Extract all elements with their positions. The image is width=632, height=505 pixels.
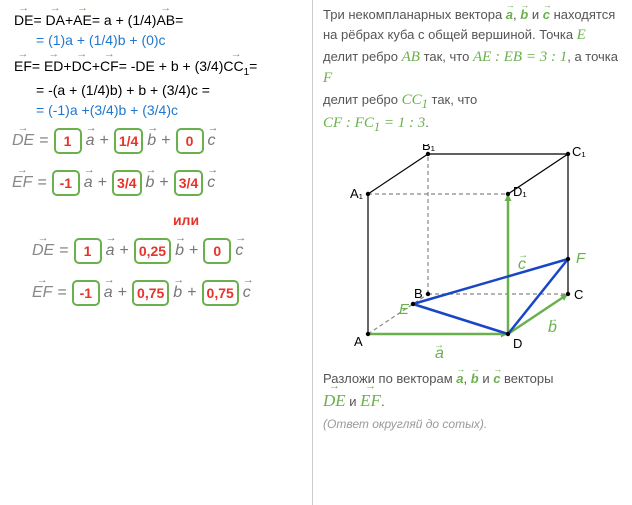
vec-EF-task: EF	[360, 389, 381, 414]
vec-b-icon: b	[520, 7, 528, 22]
box-ef-c2[interactable]: 0,75	[202, 280, 239, 306]
vec-CF: CF	[100, 58, 119, 74]
vec-DE: DE	[14, 12, 33, 28]
or-label: или	[68, 212, 304, 228]
svg-text:a: a	[435, 345, 444, 362]
answer-ef-frac: EF = -1 a + 3/4 b + 3/4 c	[12, 170, 304, 196]
eq1-line2: = (1)a + (1/4)b + (0)c	[14, 32, 304, 48]
svg-text:D₁: D₁	[513, 184, 527, 199]
box-ef-a[interactable]: -1	[52, 170, 80, 196]
answer-ef-dec: EF = -1 a + 0,75 b + 0,75 c	[32, 280, 304, 306]
svg-text:C: C	[574, 287, 583, 302]
vec-ED: ED	[44, 58, 63, 74]
svg-text:C₁: C₁	[572, 144, 586, 159]
eq1-line1: DE= DA+AE= a + (1/4)AB=	[14, 12, 304, 28]
vec-AB: AB	[156, 12, 175, 28]
box-de-b2[interactable]: 0,25	[134, 238, 171, 264]
box-de-c2[interactable]: 0	[203, 238, 231, 264]
vec-a-icon: a	[506, 7, 513, 22]
box-de-b[interactable]: 1/4	[114, 128, 143, 154]
box-ef-c[interactable]: 3/4	[174, 170, 203, 196]
eq2-line1: EF= ED+DC+CF= -DE + b + (3/4)CC1=	[14, 58, 304, 78]
svg-text:c: c	[518, 256, 526, 273]
box-ef-b2[interactable]: 0,75	[132, 280, 169, 306]
cube-diagram: ADBCA₁D₁B₁C₁EF→a→b→c	[338, 144, 608, 364]
vec-CC1: CC1	[223, 58, 249, 78]
task-text: Разложи по векторам a, b и c векторы DE …	[323, 370, 622, 413]
rounding-note: (Ответ округляй до сотых).	[323, 416, 622, 433]
svg-text:B₁: B₁	[422, 144, 436, 153]
svg-text:F: F	[576, 250, 586, 267]
answer-de-dec: DE = 1 a + 0,25 b + 0 c	[32, 238, 304, 264]
vec-DA: DA	[46, 12, 65, 28]
box-ef-b[interactable]: 3/4	[112, 170, 141, 196]
basis-a: a	[86, 132, 95, 150]
basis-b: b	[147, 132, 156, 150]
eq2-line3: = (-1)a +(3/4)b + (3/4)c	[14, 102, 304, 118]
svg-text:b: b	[548, 319, 557, 336]
svg-text:D: D	[513, 336, 522, 351]
vec-EF: EF	[14, 58, 32, 74]
eq2-line2: = -(a + (1/4)b) + b + (3/4)c =	[14, 82, 304, 98]
basis-c: c	[208, 132, 216, 150]
box-de-a[interactable]: 1	[54, 128, 82, 154]
vec-AE: AE	[73, 12, 92, 28]
label-DE: DE	[12, 132, 34, 150]
vec-DE-task: DE	[323, 389, 346, 414]
label-EF: EF	[12, 174, 32, 192]
vec-c-icon: c	[543, 7, 550, 22]
svg-text:E: E	[399, 301, 410, 318]
svg-text:A: A	[354, 334, 363, 349]
problem-text: Три некомпланарных вектора a, b и c нахо…	[323, 6, 622, 136]
vec-DC: DC	[72, 58, 92, 74]
box-de-a2[interactable]: 1	[74, 238, 102, 264]
svg-text:A₁: A₁	[350, 186, 364, 201]
box-ef-a2[interactable]: -1	[72, 280, 100, 306]
box-de-c[interactable]: 0	[176, 128, 204, 154]
answer-de-frac: DE = 1 a + 1/4 b + 0 c	[12, 128, 304, 154]
svg-text:B: B	[414, 286, 423, 301]
